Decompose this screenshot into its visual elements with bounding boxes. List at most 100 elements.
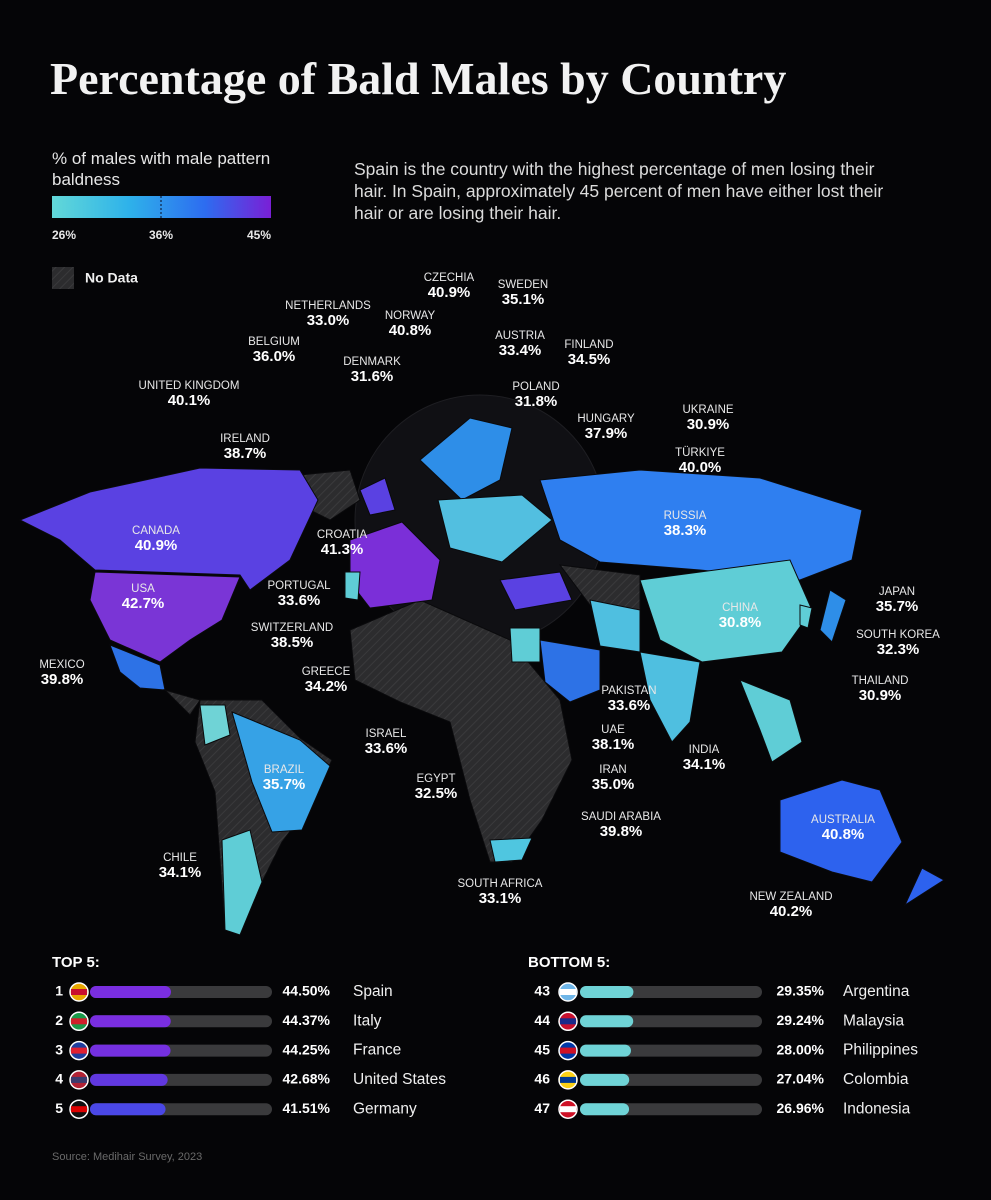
rank: 1 — [55, 983, 63, 999]
country-value: 33.0% — [307, 312, 350, 329]
country-value: 31.6% — [351, 368, 394, 385]
country-label: Germany — [353, 1100, 417, 1117]
rank: 3 — [55, 1041, 63, 1057]
value-label: 42.68% — [283, 1071, 331, 1087]
country-value: 40.1% — [168, 392, 211, 409]
value-label: 44.50% — [283, 983, 331, 999]
rank: 44 — [534, 1012, 550, 1028]
country-name: HUNGARY — [577, 413, 635, 425]
india — [639, 651, 701, 743]
country-name: THAILAND — [852, 675, 909, 687]
country-value: 35.0% — [592, 776, 635, 793]
country-value: 35.7% — [263, 776, 306, 793]
country-name: GREECE — [302, 666, 351, 678]
bottom5-title: BOTTOM 5: — [528, 954, 610, 971]
country-name: SWITZERLAND — [251, 622, 333, 634]
brazil — [231, 711, 331, 833]
country-value: 40.8% — [389, 322, 432, 339]
country-value: 34.2% — [305, 678, 348, 695]
flag-band — [71, 1018, 87, 1025]
value-label: 26.96% — [777, 1100, 825, 1116]
country-value: 40.0% — [679, 459, 722, 476]
flag-band — [71, 1047, 87, 1054]
country-value: 33.6% — [608, 697, 651, 714]
country-value: 34.1% — [159, 864, 202, 881]
south-africa — [489, 837, 533, 863]
country-name: CHINA — [722, 602, 758, 614]
country-value: 37.9% — [585, 425, 628, 442]
legend-tick: 26% — [52, 228, 76, 242]
bar — [90, 1073, 168, 1086]
legend-title: % of males with male pattern baldness — [52, 149, 271, 189]
country-name: USA — [131, 583, 155, 595]
top5-title: TOP 5: — [52, 954, 100, 971]
country-value: 41.3% — [321, 541, 364, 558]
country-name: SOUTH AFRICA — [458, 878, 543, 890]
country-value: 33.4% — [499, 342, 542, 359]
country-name: UNITED KINGDOM — [139, 380, 240, 392]
rank: 47 — [534, 1100, 550, 1116]
china — [639, 559, 813, 663]
bar — [90, 986, 171, 998]
country-name: NEW ZEALAND — [749, 891, 832, 903]
country-value: 30.8% — [719, 614, 762, 631]
country-value: 40.2% — [770, 903, 813, 920]
country-value: 34.1% — [683, 756, 726, 773]
portugal — [344, 571, 361, 601]
country-label: Colombia — [843, 1071, 909, 1088]
country-name: CZECHIA — [424, 272, 475, 284]
country-value: 40.9% — [135, 537, 178, 554]
rank: 46 — [534, 1071, 550, 1087]
rank: 45 — [534, 1041, 550, 1057]
no-data-label: No Data — [85, 270, 138, 286]
country-label: France — [353, 1042, 401, 1059]
australia — [779, 779, 903, 883]
source: Source: Medihair Survey, 2023 — [52, 1151, 203, 1163]
country-value: 33.6% — [278, 592, 321, 609]
usa — [89, 571, 241, 663]
country-name: INDIA — [689, 744, 720, 756]
country-label: United States — [353, 1071, 446, 1088]
south-korea — [799, 604, 813, 629]
country-name: SOUTH KOREA — [856, 629, 940, 641]
bar — [90, 1044, 171, 1057]
flag-band — [71, 1106, 87, 1113]
country-name: RUSSIA — [664, 510, 707, 522]
country-value: 30.9% — [687, 416, 730, 433]
value-label: 29.24% — [777, 1012, 825, 1028]
country-name: SWEDEN — [498, 279, 548, 291]
country-name: NORWAY — [385, 310, 436, 322]
country-name: SAUDI ARABIA — [581, 811, 661, 823]
country-value: 38.3% — [664, 522, 707, 539]
japan — [819, 589, 847, 643]
country-name: FINLAND — [564, 339, 613, 351]
argentina — [221, 829, 263, 936]
title: Percentage of Bald Males by Country — [50, 53, 787, 104]
uk — [359, 477, 396, 516]
flag-band — [560, 1018, 576, 1025]
legend-tick: 36% — [149, 228, 173, 242]
bar — [90, 1103, 166, 1116]
rank: 43 — [534, 983, 550, 999]
canada — [18, 467, 319, 591]
country-name: BRAZIL — [264, 764, 305, 776]
country-value: 40.8% — [822, 826, 865, 843]
country-value: 39.8% — [41, 671, 84, 688]
country-name: UAE — [601, 724, 625, 736]
country-name: CANADA — [132, 525, 180, 537]
bar — [580, 1015, 634, 1028]
legend-gradient — [52, 196, 271, 218]
rank: 4 — [55, 1071, 63, 1087]
country-value: 35.1% — [502, 291, 545, 308]
colombia — [199, 704, 231, 746]
country-label: Philippines — [843, 1042, 918, 1059]
country-name: EGYPT — [417, 773, 456, 785]
country-value: 38.1% — [592, 736, 635, 753]
country-label: Malaysia — [843, 1012, 905, 1029]
country-value: 39.8% — [600, 823, 643, 840]
country-label: Argentina — [843, 983, 910, 1000]
flag-band — [560, 1047, 576, 1054]
central-america — [163, 688, 201, 716]
africa — [349, 599, 573, 863]
flag-band — [560, 1076, 576, 1083]
